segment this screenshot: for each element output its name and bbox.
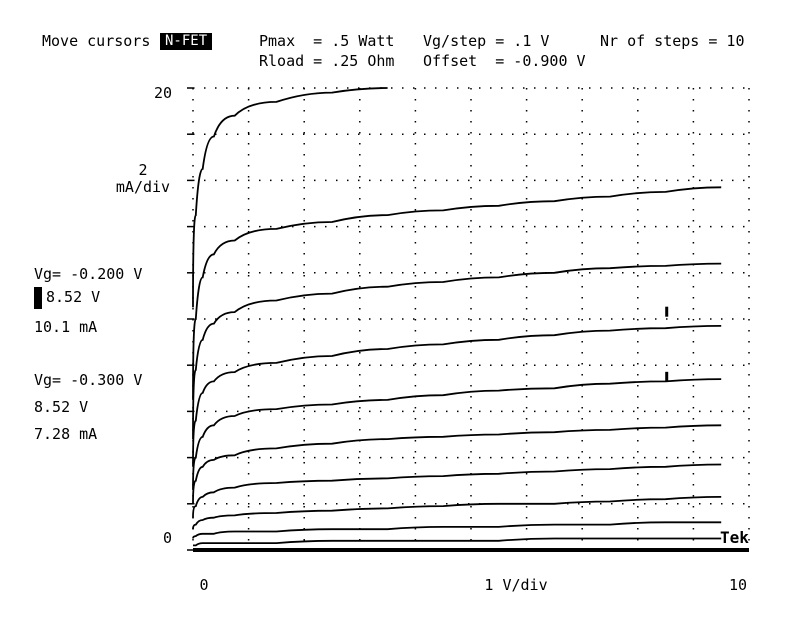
cursor-mark-1[interactable] [665, 306, 669, 317]
cursor-mark-2[interactable] [665, 371, 669, 382]
offset-label: Offset = -0.900 V [423, 52, 586, 70]
x-tick-label-left: 0 [199, 576, 208, 594]
cursor2-voltage-readout: 8.52 V [34, 398, 89, 416]
pmax-label: Pmax = .5 Watt [259, 32, 395, 50]
cursor2-current-readout: 7.28 mA [34, 425, 98, 443]
x-axis-label: 1 V/div [484, 576, 547, 594]
y-scale-label: 2 mA/div [115, 161, 171, 196]
cursor-mark-group [665, 306, 669, 382]
cursor1-voltage-readout: 8.52 V [46, 288, 101, 306]
plot-grid [187, 87, 750, 551]
trace-group [192, 87, 749, 552]
move-cursors-label: Move cursors [42, 32, 151, 50]
mode-badge[interactable]: N-FET [160, 33, 213, 50]
trace-curve-4 [192, 325, 722, 467]
trace-curve-6 [192, 424, 722, 504]
nr-steps-label: Nr of steps = 10 [600, 32, 745, 50]
brand-label: Tek [720, 528, 749, 547]
active-cursor-marker [34, 287, 42, 309]
cursor1-vg-readout: Vg= -0.200 V [34, 265, 143, 283]
x-tick-label-right: 10 [729, 576, 747, 594]
trace-curve-2 [192, 186, 722, 400]
vg-step-label: Vg/step = .1 V [423, 32, 550, 50]
rload-label: Rload = .25 Ohm [259, 52, 395, 70]
cursor2-vg-readout: Vg= -0.300 V [34, 371, 143, 389]
trace-curve-9 [192, 521, 722, 539]
trace-curve-10 [193, 537, 722, 547]
cursor1-current-readout: 10.1 mA [34, 318, 98, 336]
trace-curve-7 [192, 463, 722, 518]
trace-curve-1 [192, 87, 388, 308]
trace-curve-8 [192, 496, 722, 530]
y-tick-label-bottom: 0 [163, 529, 172, 547]
trace-curve-3 [192, 262, 722, 440]
y-tick-label-top: 20 [154, 84, 172, 102]
trace-curve-5 [192, 378, 722, 490]
